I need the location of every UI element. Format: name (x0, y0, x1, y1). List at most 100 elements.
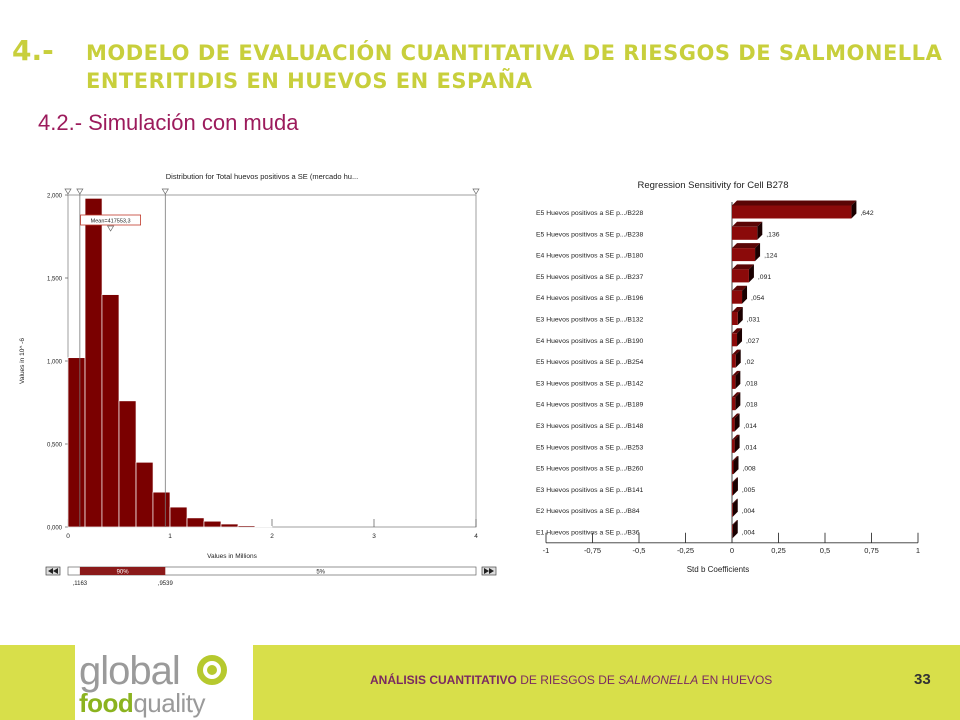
tornado-bar (732, 375, 736, 389)
histogram-bar (152, 491, 171, 528)
x-tick-label: 1 (168, 533, 172, 540)
tornado-bar (732, 333, 738, 347)
tornado-bar-side (755, 243, 761, 262)
tornado-bar-top (732, 456, 739, 462)
tornado-value-label: ,124 (764, 253, 777, 260)
tornado-bar (732, 397, 736, 411)
tornado-bar (732, 439, 735, 453)
mean-label-box (80, 214, 141, 226)
tornado-bar-top (732, 264, 754, 270)
x-tick-label: 2 (270, 533, 274, 540)
tornado-value-label: ,008 (742, 466, 755, 473)
tornado-bar (732, 248, 756, 262)
tornado-value-label: ,054 (751, 295, 764, 302)
x-tick-label: -0,75 (584, 546, 601, 555)
tornado-value-label: ,091 (758, 274, 771, 281)
tornado-category-label: E1 Huevos positivos a SE p.../B36 (536, 530, 640, 537)
histogram-bar (169, 506, 188, 528)
tornado-value-label: ,004 (742, 530, 755, 537)
tornado-bar-side (851, 200, 857, 219)
page-number: 33 (914, 671, 931, 688)
edge-triangle-icon (64, 188, 72, 195)
histogram-bar (237, 525, 256, 528)
x-tick-label: 0 (730, 546, 734, 555)
range-selected-segment (79, 567, 166, 575)
tornado-bar (732, 290, 743, 304)
x-axis-label: Values in Millions (207, 553, 257, 560)
range-left-percent: 90% (117, 569, 130, 575)
tornado-value-label: ,027 (746, 338, 759, 345)
footer-caption: ANÁLISIS CUANTITATIVO DE RIESGOS DE SALM… (370, 673, 773, 687)
mean-label: Mean=417553,3 (91, 219, 131, 225)
tornado-bar-side (748, 264, 754, 283)
y-tick-label: 0,500 (47, 443, 63, 449)
x-tick-label: 0 (66, 533, 70, 540)
x-tick-label: 0,75 (864, 546, 879, 555)
tornado-category-label: E3 Huevos positivos a SE p.../B142 (536, 380, 644, 387)
tornado-bar-top (732, 392, 741, 398)
tornado-value-label: ,014 (744, 444, 757, 451)
tornado-category-label: E5 Huevos positivos a SE p.../B254 (536, 359, 644, 366)
tornado-bar (732, 461, 734, 475)
tornado-chart: Regression Sensitivity for Cell B278 E5 H… (536, 180, 920, 574)
tornado-bar-top (732, 434, 740, 440)
histogram-bar (118, 400, 137, 528)
y-tick-label: 0,000 (47, 526, 63, 532)
tornado-bar (732, 482, 733, 496)
tornado-bar-side (735, 349, 741, 368)
x-tick-label: 4 (474, 533, 478, 540)
y-axis-label: Values in 10^ -6 (19, 338, 26, 384)
tornado-bar-side (737, 307, 743, 325)
tornado-bar-side (732, 498, 738, 517)
tornado-bar-top (732, 520, 738, 525)
y-tick-label: 1,000 (47, 360, 63, 366)
tornado-bar (732, 269, 749, 283)
range-track (67, 566, 477, 576)
tornado-value-label: ,005 (742, 487, 755, 494)
tornado-bar-side (735, 370, 741, 389)
x-tick-label: 0,25 (771, 546, 786, 555)
tornado-bar (732, 226, 758, 240)
tornado-bar-top (732, 221, 763, 227)
histogram-bar (135, 461, 154, 528)
tornado-category-label: E5 Huevos positivos a SE p.../B260 (536, 466, 644, 473)
logo-ring-icon (197, 655, 227, 685)
tornado-bar-top (732, 328, 743, 334)
tornado-bar-top (732, 200, 857, 206)
tornado-category-label: E4 Huevos positivos a SE p.../B189 (536, 402, 644, 409)
tornado-category-label: E5 Huevos positivos a SE p.../B238 (536, 231, 644, 238)
histogram-bar (220, 523, 239, 528)
tornado-value-label: ,02 (745, 359, 755, 366)
tornado-bar-side (735, 392, 741, 411)
tornado-value-label: ,004 (742, 508, 755, 515)
tornado-category-label: E4 Huevos positivos a SE p.../B190 (536, 338, 644, 345)
double-arrow-right-icon (484, 568, 494, 574)
tornado-bar-top (732, 243, 761, 249)
x-tick-label: -0,5 (633, 546, 646, 555)
tornado-value-label: ,136 (766, 231, 779, 238)
tornado-value-label: ,018 (744, 380, 757, 387)
histogram-bar (186, 517, 205, 528)
tornado-category-label: E3 Huevos positivos a SE p.../B141 (536, 487, 644, 494)
tornado-bar (732, 354, 736, 368)
tornado-category-label: E5 Huevos positivos a SE p.../B253 (536, 444, 644, 451)
section-subtitle: 4.2.- Simulación con muda (38, 110, 299, 135)
histogram-title: Distribution for Total huevos positivos … (166, 172, 358, 181)
x-tick-label: 1 (916, 546, 920, 555)
histogram-chart: Distribution for Total huevos positivos … (19, 172, 497, 587)
range-right-percent: 5% (316, 569, 325, 575)
mean-triangle-icon (106, 225, 115, 232)
tornado-bar-side (734, 434, 740, 453)
tornado-bar-top (732, 307, 743, 312)
tornado-bar-side (734, 413, 740, 432)
tornado-bar (732, 525, 733, 538)
tornado-bar-side (757, 221, 763, 240)
tornado-bar-top (732, 498, 738, 504)
tornado-value-label: ,642 (860, 210, 873, 217)
y-tick-label: 2,000 (47, 194, 63, 200)
tornado-bar-side (732, 477, 738, 496)
section-number: 4.- (12, 34, 54, 67)
footer-bar: global foodquality ANÁLISIS CUANTITATIVO… (0, 645, 960, 720)
marker-triangle-icon (76, 188, 84, 195)
tornado-bar (732, 503, 733, 517)
